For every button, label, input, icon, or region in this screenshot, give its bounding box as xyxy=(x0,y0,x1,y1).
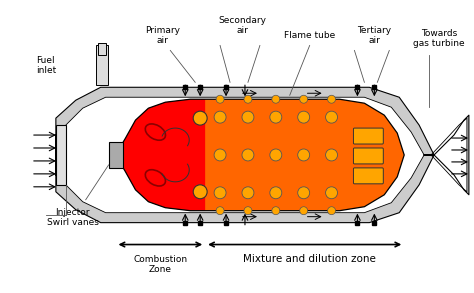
FancyBboxPatch shape xyxy=(354,128,383,144)
FancyBboxPatch shape xyxy=(354,148,383,164)
Ellipse shape xyxy=(146,124,165,140)
FancyBboxPatch shape xyxy=(354,168,383,184)
Polygon shape xyxy=(56,87,434,223)
Circle shape xyxy=(242,149,254,161)
Circle shape xyxy=(298,111,310,123)
Circle shape xyxy=(270,187,282,199)
Circle shape xyxy=(214,111,226,123)
Text: Tertiary
air: Tertiary air xyxy=(357,26,392,45)
Text: Injector
Swirl vanes: Injector Swirl vanes xyxy=(47,208,99,227)
Circle shape xyxy=(326,111,337,123)
Text: Combustion
Zone: Combustion Zone xyxy=(133,255,187,274)
Circle shape xyxy=(326,149,337,161)
Polygon shape xyxy=(66,97,424,213)
Circle shape xyxy=(216,207,224,215)
Circle shape xyxy=(244,95,252,103)
Circle shape xyxy=(193,111,207,125)
Circle shape xyxy=(298,149,310,161)
Text: Flame tube: Flame tube xyxy=(284,31,335,40)
Circle shape xyxy=(193,185,207,199)
Polygon shape xyxy=(424,118,467,192)
Circle shape xyxy=(242,111,254,123)
Polygon shape xyxy=(116,99,205,211)
Circle shape xyxy=(328,95,336,103)
Ellipse shape xyxy=(146,170,165,186)
Circle shape xyxy=(272,207,280,215)
Bar xyxy=(96,45,108,85)
Polygon shape xyxy=(424,115,469,195)
Text: Fuel
inlet: Fuel inlet xyxy=(36,56,56,75)
Circle shape xyxy=(298,187,310,199)
Circle shape xyxy=(300,207,308,215)
Circle shape xyxy=(244,207,252,215)
Bar xyxy=(109,142,123,168)
Bar xyxy=(98,43,106,55)
Circle shape xyxy=(300,95,308,103)
Circle shape xyxy=(214,187,226,199)
Text: Towards
gas turbine: Towards gas turbine xyxy=(413,29,465,48)
Polygon shape xyxy=(116,99,404,211)
Text: Secondary
air: Secondary air xyxy=(218,16,266,35)
Circle shape xyxy=(242,187,254,199)
Circle shape xyxy=(214,149,226,161)
Circle shape xyxy=(328,207,336,215)
Circle shape xyxy=(326,187,337,199)
Circle shape xyxy=(270,111,282,123)
Text: Primary
air: Primary air xyxy=(145,26,180,45)
Bar xyxy=(56,125,66,185)
Circle shape xyxy=(270,149,282,161)
Circle shape xyxy=(272,95,280,103)
Circle shape xyxy=(216,95,224,103)
Text: Mixture and dilution zone: Mixture and dilution zone xyxy=(243,254,376,265)
